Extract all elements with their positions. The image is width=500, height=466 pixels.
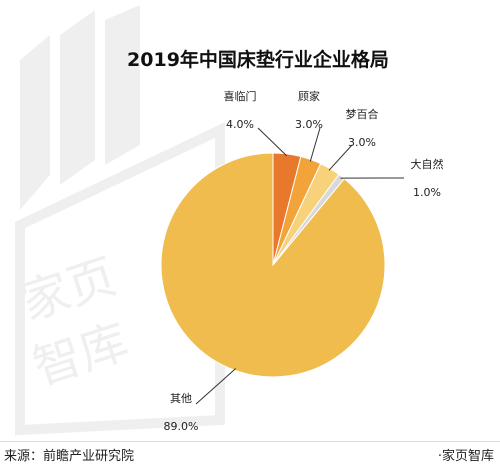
slice-label-3: 大自然 xyxy=(411,157,444,171)
footer: 来源：前瞻产业研究院 ·家页智库 xyxy=(0,444,500,466)
leader-line-2 xyxy=(328,144,353,171)
leader-line-1 xyxy=(309,127,321,162)
slice-label-1: 顾家 xyxy=(298,89,320,103)
footer-divider xyxy=(0,441,500,442)
slice-value-3: 1.0% xyxy=(413,186,441,199)
leader-line-0 xyxy=(257,127,288,157)
slice-label-2: 梦百合 xyxy=(346,107,379,121)
pie-labels: 喜临门 4.0% 顾家 3.0% 梦百合 3.0% 大自然 1.0% 其他 89.0% xyxy=(164,89,444,433)
slice-value-0: 4.0% xyxy=(226,118,254,131)
leader-line-4 xyxy=(195,368,237,405)
chart-title: 2019年中国床垫行业企业格局 xyxy=(127,48,389,71)
pie-slices xyxy=(160,152,386,378)
brand-text: ·家页智库 xyxy=(437,449,494,464)
slice-value-1: 3.0% xyxy=(295,118,323,131)
slice-label-0: 喜临门 xyxy=(224,89,257,103)
source-text: 来源：前瞻产业研究院 xyxy=(4,449,135,464)
pie-slice-4 xyxy=(160,152,386,378)
slice-label-4: 其他 xyxy=(170,392,192,405)
slice-value-4: 89.0% xyxy=(164,420,199,433)
slice-value-2: 3.0% xyxy=(348,136,376,149)
watermark: 家页 智库 xyxy=(14,5,225,436)
